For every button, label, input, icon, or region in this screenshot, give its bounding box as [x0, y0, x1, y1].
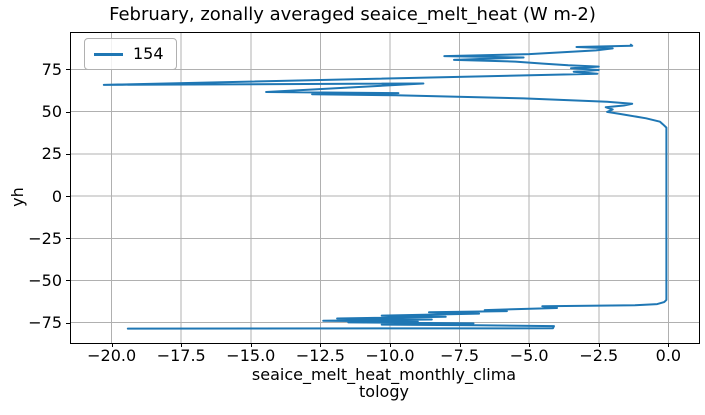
- x-tick-mark: [320, 343, 322, 347]
- chart-title: February, zonally averaged seaice_melt_h…: [109, 4, 596, 25]
- y-tick-label: 0: [51, 186, 62, 206]
- x-axis-label: seaice_melt_heat_monthly_clima tology: [70, 366, 698, 400]
- x-tick-mark: [459, 343, 461, 347]
- y-tick-label: −75: [28, 313, 62, 333]
- x-tick-mark: [181, 343, 183, 347]
- x-tick-mark: [250, 343, 252, 347]
- y-tick-label: −25: [28, 228, 62, 248]
- x-tick-label: −2.5: [579, 346, 619, 365]
- x-tick-label: −12.5: [295, 346, 345, 365]
- y-tick-label: 25: [41, 144, 62, 164]
- y-tick-mark: [66, 196, 70, 198]
- x-tick-label: −15.0: [226, 346, 276, 365]
- x-tick-label: 0.0: [655, 346, 682, 365]
- y-tick-label: 75: [41, 59, 62, 79]
- x-tick-label: −5.0: [509, 346, 549, 365]
- plot-canvas: [71, 33, 699, 343]
- x-tick-mark: [598, 343, 600, 347]
- y-tick-mark: [66, 280, 70, 282]
- x-axis-label-line1: seaice_melt_heat_monthly_clima: [251, 365, 517, 384]
- series-line-154: [102, 43, 668, 330]
- legend-entry-label: 154: [133, 44, 164, 63]
- y-tick-mark: [66, 238, 70, 240]
- x-tick-label: −10.0: [365, 346, 415, 365]
- y-tick-mark: [66, 322, 70, 324]
- x-tick-label: −17.5: [156, 346, 206, 365]
- x-tick-mark: [111, 343, 113, 347]
- y-tick-mark: [66, 111, 70, 113]
- x-tick-mark: [529, 343, 531, 347]
- legend-line-sample: [94, 52, 123, 56]
- x-tick-label: −20.0: [87, 346, 137, 365]
- y-tick-label: 50: [41, 102, 62, 122]
- plot-area: [70, 32, 700, 344]
- x-tick-mark: [390, 343, 391, 347]
- gridlines: [71, 33, 699, 343]
- x-tick-mark: [668, 343, 670, 347]
- legend: 154: [84, 38, 177, 70]
- x-tick-label: −7.5: [440, 346, 480, 365]
- x-axis-label-line2: tology: [359, 382, 409, 401]
- y-tick-mark: [66, 153, 70, 155]
- y-tick-mark: [66, 69, 70, 71]
- y-tick-label: −50: [28, 270, 62, 290]
